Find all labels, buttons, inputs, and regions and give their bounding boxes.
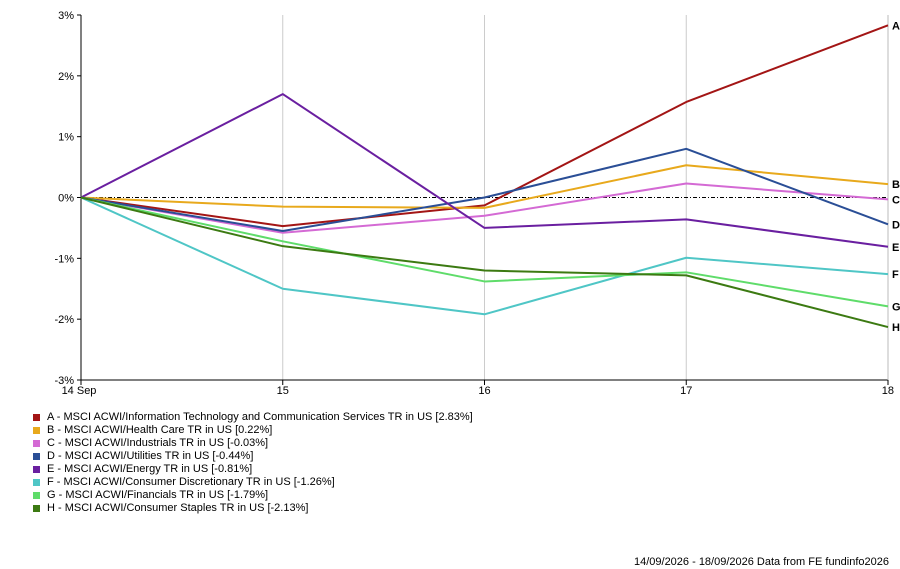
y-tick-label: -2% — [54, 314, 74, 326]
series-line-h — [80, 196, 889, 329]
series-line-a — [80, 24, 889, 228]
legend-label: H - MSCI ACWI/Consumer Staples TR in US … — [47, 502, 309, 514]
legend-item: D - MSCI ACWI/Utilities TR in US [-0.44%… — [33, 450, 473, 463]
legend-item: C - MSCI ACWI/Industrials TR in US [-0.0… — [33, 437, 473, 450]
series-end-label-b: B — [892, 179, 900, 191]
y-tick-label: -3% — [54, 375, 74, 387]
series-end-label-f: F — [892, 269, 899, 281]
legend-item: F - MSCI ACWI/Consumer Discretionary TR … — [33, 476, 473, 489]
legend-label: E - MSCI ACWI/Energy TR in US [-0.81%] — [47, 463, 253, 475]
legend-label: A - MSCI ACWI/Information Technology and… — [47, 411, 473, 423]
legend-swatch — [33, 479, 40, 486]
y-tick-label: 1% — [58, 132, 74, 144]
legend-label: C - MSCI ACWI/Industrials TR in US [-0.0… — [47, 437, 269, 449]
legend-swatch — [33, 492, 40, 499]
legend-swatch — [33, 414, 40, 421]
legend-swatch — [33, 440, 40, 447]
series-line-g — [80, 196, 889, 308]
legend-swatch — [33, 453, 40, 460]
legend-swatch — [33, 427, 40, 434]
y-tick-label: 3% — [58, 10, 74, 22]
data-source-footer: 14/09/2026 - 18/09/2026 Data from FE fun… — [633, 556, 889, 568]
legend-swatch — [33, 505, 40, 512]
series-line-f — [80, 196, 889, 316]
series-line-c — [80, 182, 889, 234]
series-line-e — [80, 93, 889, 248]
x-tick-label: 18 — [882, 385, 894, 397]
series-end-label-a: A — [892, 20, 900, 32]
x-tick-label: 14 Sep — [62, 385, 97, 397]
series-line-b — [80, 164, 889, 209]
line-chart: 3% 2% 1% 0% -1% -2% -3%14 Sep 15 16 17 18 A BC DE F GH — [54, 10, 900, 397]
series-end-label-c: C — [892, 194, 900, 206]
y-tick-label: 0% — [58, 193, 74, 205]
legend-item: B - MSCI ACWI/Health Care TR in US [0.22… — [33, 424, 473, 437]
series-end-label-g: G — [892, 301, 900, 313]
legend-label: B - MSCI ACWI/Health Care TR in US [0.22… — [47, 424, 273, 436]
legend-label: F - MSCI ACWI/Consumer Discretionary TR … — [47, 476, 335, 488]
x-tick-label: 15 — [277, 385, 289, 397]
series-end-label-h: H — [892, 322, 900, 334]
legend-item: H - MSCI ACWI/Consumer Staples TR in US … — [33, 502, 473, 515]
legend-label: G - MSCI ACWI/Financials TR in US [-1.79… — [47, 489, 269, 501]
y-tick-label: 2% — [58, 71, 74, 83]
legend-label: D - MSCI ACWI/Utilities TR in US [-0.44%… — [47, 450, 254, 462]
x-tick-label: 16 — [478, 385, 490, 397]
legend-item: G - MSCI ACWI/Financials TR in US [-1.79… — [33, 489, 473, 502]
chart-legend: A - MSCI ACWI/Information Technology and… — [33, 411, 473, 515]
legend-item: E - MSCI ACWI/Energy TR in US [-0.81%] — [33, 463, 473, 476]
legend-swatch — [33, 466, 40, 473]
series-line-d — [80, 147, 889, 232]
legend-item: A - MSCI ACWI/Information Technology and… — [33, 411, 473, 424]
y-tick-label: -1% — [54, 253, 74, 265]
series-end-label-d: D — [892, 219, 900, 231]
series-end-label-e: E — [892, 242, 899, 254]
x-tick-label: 17 — [680, 385, 692, 397]
